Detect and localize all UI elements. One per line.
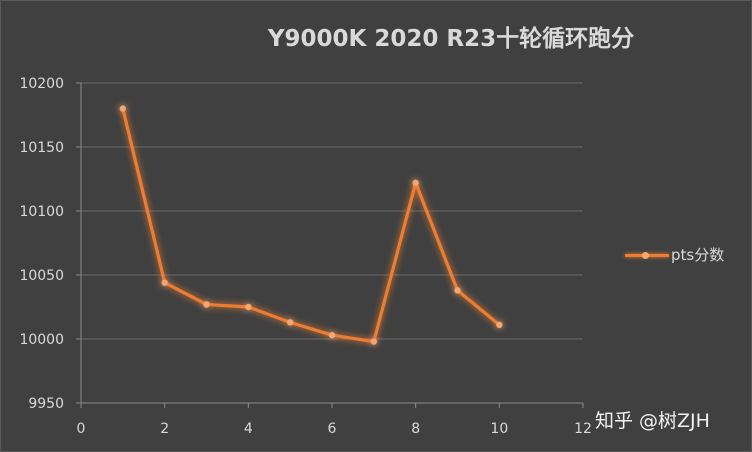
data-point bbox=[370, 338, 378, 345]
y-tick-label: 10100 bbox=[19, 204, 64, 220]
y-tick-label: 10200 bbox=[19, 76, 64, 92]
x-tick-label: 12 bbox=[574, 421, 592, 437]
data-point bbox=[286, 319, 294, 326]
data-point bbox=[161, 279, 168, 286]
x-tick-label: 6 bbox=[328, 421, 337, 437]
legend-label: pts分数 bbox=[671, 246, 725, 264]
y-tick-label: 10000 bbox=[19, 332, 64, 348]
legend: pts分数 bbox=[623, 244, 724, 265]
gridlines bbox=[81, 82, 583, 340]
data-point bbox=[454, 287, 461, 294]
chart-title: Y9000K 2020 R23十轮循环跑分 bbox=[267, 26, 635, 52]
y-tick-label: 10050 bbox=[19, 268, 64, 284]
x-tick-label: 10 bbox=[490, 421, 508, 437]
tick-labels: 9950 10000 10050 10100 10150 10200 0 2 4 6 8 10 12 bbox=[19, 76, 591, 437]
data-point bbox=[328, 331, 336, 339]
x-tick-label: 0 bbox=[77, 421, 86, 437]
axes bbox=[76, 82, 584, 408]
series-line bbox=[121, 106, 501, 344]
data-point bbox=[203, 301, 210, 308]
series-group bbox=[119, 105, 503, 345]
watermark: 知乎 @树ZJH bbox=[595, 410, 710, 432]
legend-swatch bbox=[623, 249, 669, 261]
data-point bbox=[119, 105, 127, 112]
data-point bbox=[412, 179, 419, 187]
x-tick-label: 2 bbox=[160, 421, 169, 437]
x-tick-label: 8 bbox=[411, 421, 420, 437]
x-tick-label: 4 bbox=[244, 421, 253, 437]
y-tick-label: 10150 bbox=[19, 140, 64, 156]
data-point bbox=[496, 321, 503, 329]
data-point bbox=[245, 303, 252, 311]
y-tick-label: 9950 bbox=[28, 396, 64, 412]
